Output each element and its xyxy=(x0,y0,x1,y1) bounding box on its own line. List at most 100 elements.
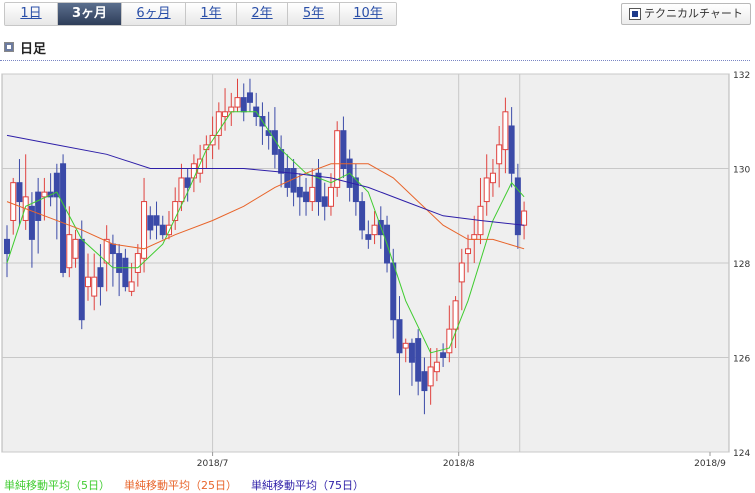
grid-lines xyxy=(2,73,729,453)
candle-body-up xyxy=(427,366,434,387)
section-square-icon xyxy=(4,42,14,52)
candle-body-up xyxy=(197,158,204,174)
legend-ma25: 単純移動平均（25日） xyxy=(124,479,237,492)
candle-body-down xyxy=(271,130,278,155)
candle-body-down xyxy=(153,215,160,226)
legend-ma75: 単純移動平均（75日） xyxy=(251,479,364,492)
y-tick-label: 132 xyxy=(733,71,750,81)
candle-body-up xyxy=(521,210,528,226)
x-tick-label: 2018/7 xyxy=(197,459,229,469)
candle-body-up xyxy=(327,186,334,207)
candle-body-down xyxy=(116,253,123,273)
ma5-line xyxy=(6,111,525,354)
y-tick-label: 124 xyxy=(733,449,750,459)
candle-body-down xyxy=(352,177,359,203)
candle-body-up xyxy=(128,281,135,292)
candle-body-down xyxy=(290,168,297,193)
candle-body-down xyxy=(508,125,515,174)
candle-body-down xyxy=(284,168,291,188)
candle-body-up xyxy=(84,276,91,288)
candle-body-down xyxy=(303,191,310,203)
candle-body-up xyxy=(502,111,509,151)
divider xyxy=(0,60,750,61)
candle-body-up xyxy=(215,111,222,136)
candle-body-down xyxy=(408,342,415,363)
candle-body-down xyxy=(78,238,85,321)
candle-body-down xyxy=(97,267,104,288)
candle-body-up xyxy=(134,253,141,273)
tab-5y[interactable]: 5年 xyxy=(288,3,340,25)
candle-body-down xyxy=(365,234,372,240)
legend-ma5: 単純移動平均（5日） xyxy=(4,479,110,492)
candle-body-up xyxy=(433,361,440,373)
candle-body-up xyxy=(446,328,453,354)
candle-body-down xyxy=(340,130,347,169)
tab-2y[interactable]: 2年 xyxy=(237,3,288,25)
candle-body-up xyxy=(190,163,197,179)
tab-1y[interactable]: 1年 xyxy=(186,3,237,25)
y-axis-ticks: 132 130 128 126 124 xyxy=(733,71,750,459)
candle-body-up xyxy=(172,201,179,221)
candle-body-down xyxy=(4,238,10,255)
candle-body-down xyxy=(122,257,129,288)
y-tick-label: 126 xyxy=(733,355,750,365)
candle-body-up xyxy=(141,201,148,259)
candle-body-down xyxy=(240,97,247,113)
legend: 単純移動平均（5日） 単純移動平均（25日） 単純移動平均（75日） xyxy=(4,477,364,493)
candle-body-up xyxy=(10,182,17,221)
candle-body-down xyxy=(159,224,166,236)
candle-body-down xyxy=(415,338,422,382)
candle-body-down xyxy=(16,182,23,203)
technical-chart-button[interactable]: テクニカルチャート xyxy=(621,3,751,25)
candle-body-down xyxy=(390,262,397,321)
candle-body-up xyxy=(165,224,172,236)
ma25-line xyxy=(6,163,525,250)
candle-body-down xyxy=(359,201,366,231)
tab-1d[interactable]: 1日 xyxy=(5,3,58,25)
candle-body-down xyxy=(440,352,447,358)
candle-body-down xyxy=(147,215,154,231)
candle-body-up xyxy=(471,234,478,240)
candle-body-up xyxy=(489,172,496,184)
candle-body-up xyxy=(228,106,235,113)
candlestick-chart: 132 130 128 126 124 2018/7 2018/8 2018/9 xyxy=(1,71,750,469)
candle-body-up xyxy=(222,111,229,118)
x-tick-label: 2018/9 xyxy=(694,459,726,469)
candle-body-up xyxy=(178,177,185,203)
candle-body-down xyxy=(421,371,428,392)
y-tick-label: 128 xyxy=(733,260,750,270)
candle-body-up xyxy=(402,342,409,349)
candle-body-up xyxy=(496,144,503,165)
candle-body-down xyxy=(514,177,521,236)
y-tick-label: 130 xyxy=(733,166,750,176)
candle-body-down xyxy=(28,205,35,240)
period-tabs: 1日 3ヶ月 6ヶ月 1年 2年 5年 10年 xyxy=(4,2,397,26)
candle-body-down xyxy=(278,149,285,174)
candle-body-up xyxy=(309,186,316,203)
tab-6m[interactable]: 6ヶ月 xyxy=(122,3,186,25)
window-icon xyxy=(629,8,641,20)
candle-body-down xyxy=(321,196,328,207)
candle-body-up xyxy=(72,238,79,259)
candle-body-up xyxy=(452,300,459,330)
tab-3m[interactable]: 3ヶ月 xyxy=(58,3,122,25)
candle-body-down xyxy=(60,163,67,273)
candle-body-down xyxy=(246,92,253,103)
candle-body-up xyxy=(334,130,341,188)
candle-body-down xyxy=(109,243,116,255)
candle-body-up xyxy=(103,238,110,264)
candle-body-down xyxy=(53,172,60,198)
candle-body-down xyxy=(184,177,191,188)
section-title: 日足 xyxy=(20,42,47,57)
ma75-line xyxy=(6,134,525,226)
candle-body-up xyxy=(66,234,73,269)
candle-body-up xyxy=(465,248,472,255)
candle-body-up xyxy=(371,224,378,236)
candle-body-down xyxy=(396,319,403,354)
candle-body-up xyxy=(234,97,241,108)
candle-body-up xyxy=(41,191,48,198)
tab-10y[interactable]: 10年 xyxy=(340,3,396,25)
candle-body-up xyxy=(483,177,490,203)
x-tick-label: 2018/8 xyxy=(443,459,475,469)
candle-body-down xyxy=(35,191,42,221)
